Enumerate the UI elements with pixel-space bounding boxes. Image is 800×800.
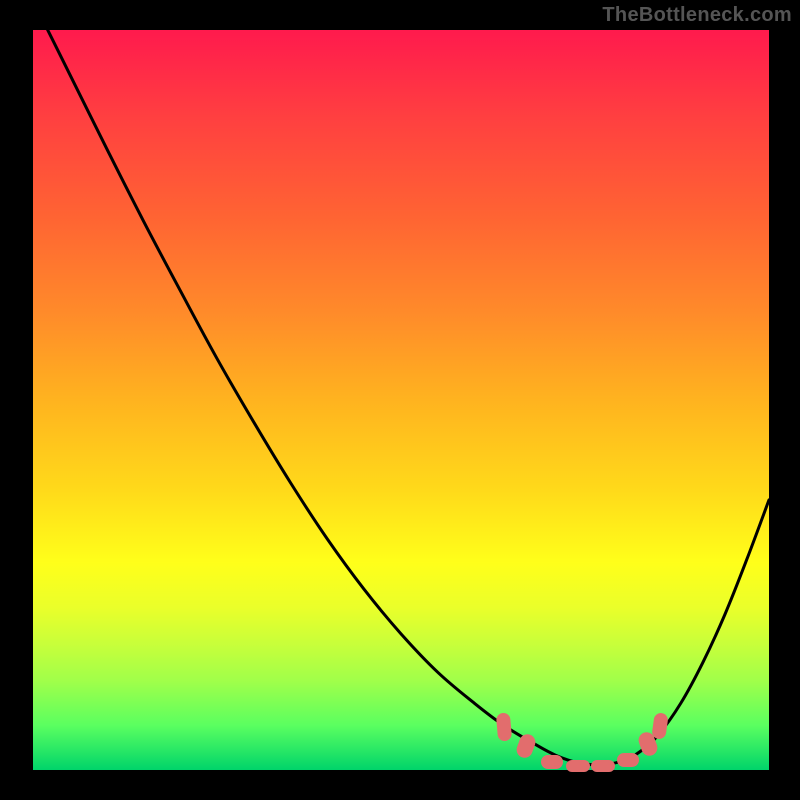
- valley-marker: [496, 713, 512, 742]
- valley-marker: [591, 760, 615, 772]
- plot-area: [33, 30, 769, 770]
- valley-marker: [617, 753, 639, 767]
- watermark-text: TheBottleneck.com: [602, 4, 792, 27]
- chart-stage: TheBottleneck.com: [0, 0, 800, 800]
- valley-marker: [566, 760, 590, 772]
- valley-marker: [541, 755, 563, 769]
